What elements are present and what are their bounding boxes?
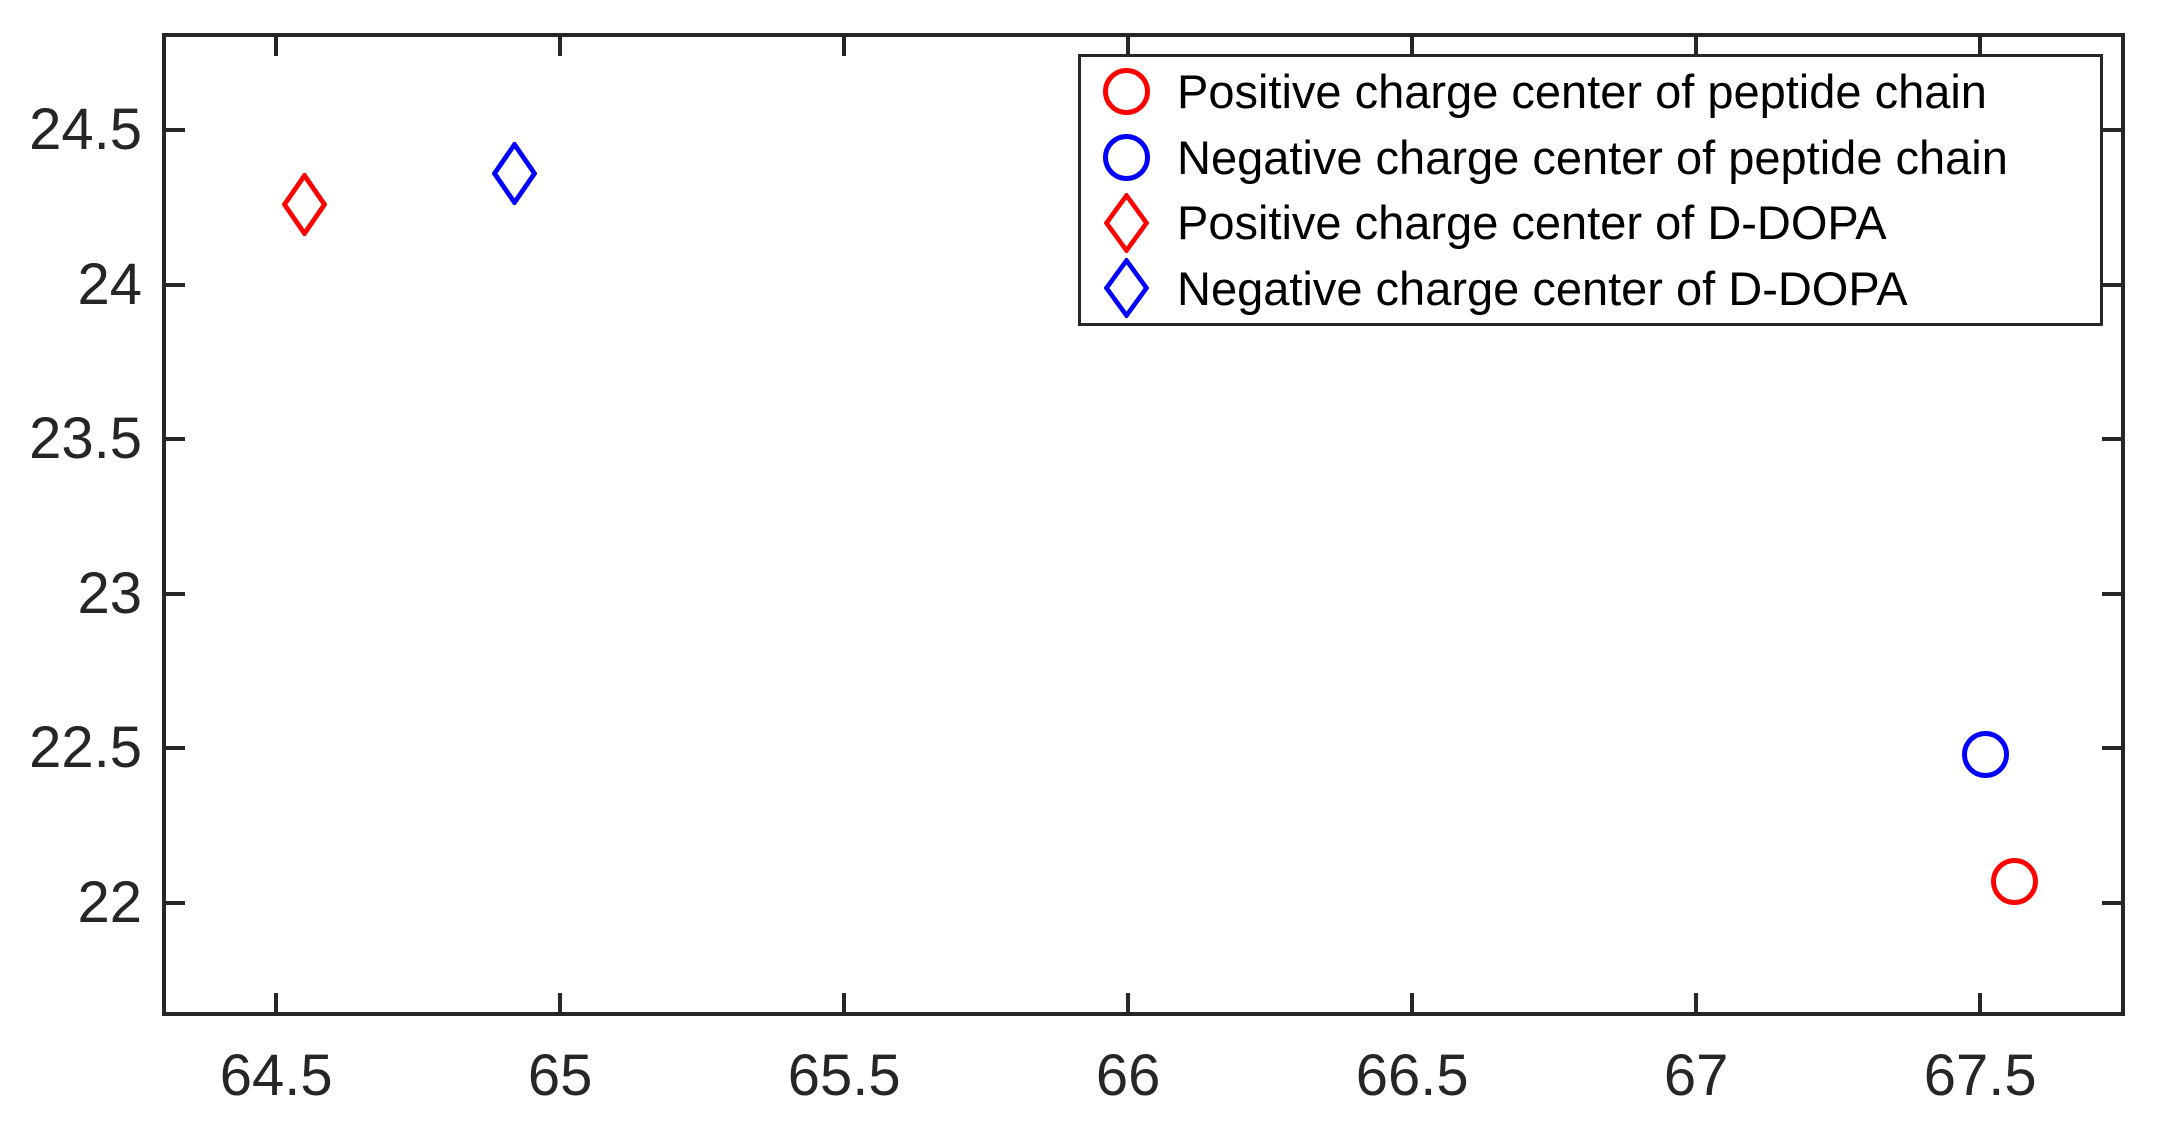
blue-diamond-marker-icon	[1103, 258, 1149, 319]
marker-positive-charge-center-of-peptide-chain	[1990, 857, 2038, 905]
marker-negative-charge-center-of-peptide-chain	[1962, 730, 2010, 778]
y-tick-right	[2102, 437, 2121, 442]
x-tick-label: 67.5	[1923, 1043, 2037, 1108]
legend-item: Negative charge center of D-DOPA	[1081, 256, 2100, 322]
x-tick	[842, 993, 847, 1012]
x-tick-top	[274, 37, 279, 56]
x-tick-label: 65	[527, 1043, 593, 1108]
legend-item: Positive charge center of D-DOPA	[1081, 190, 2100, 256]
legend: Positive charge center of peptide chain …	[1078, 54, 2103, 326]
y-tick-label: 23.5	[29, 406, 142, 472]
y-tick-label: 22	[77, 869, 142, 935]
y-tick-label: 23	[77, 560, 142, 626]
y-tick	[166, 591, 185, 596]
y-tick-label: 24.5	[29, 97, 142, 163]
x-tick-label: 66	[1095, 1043, 1161, 1108]
red-diamond-marker-icon	[1103, 192, 1149, 253]
legend-item: Negative charge center of peptide chain	[1081, 125, 2100, 191]
x-tick-label: 64.5	[219, 1043, 333, 1108]
y-tick-right	[2102, 900, 2121, 905]
legend-marker-cell	[1081, 68, 1171, 116]
x-tick	[1410, 993, 1415, 1012]
x-tick-top	[1694, 37, 1699, 56]
y-tick-label: 22.5	[29, 715, 142, 781]
legend-marker-cell	[1081, 258, 1171, 319]
marker-negative-charge-center-of-d-dopa	[491, 140, 538, 210]
x-tick-top	[1126, 37, 1131, 56]
x-tick	[274, 993, 279, 1012]
x-tick-top	[1978, 37, 1983, 56]
legend-marker-cell	[1081, 192, 1171, 253]
legend-label: Negative charge center of D-DOPA	[1177, 261, 1908, 315]
y-tick	[166, 437, 185, 442]
x-tick	[558, 993, 563, 1012]
x-tick-label: 67	[1663, 1043, 1729, 1108]
x-tick	[1126, 993, 1131, 1012]
y-tick-right	[2102, 128, 2121, 133]
blue-circle-marker-icon	[1102, 133, 1150, 181]
y-tick	[166, 282, 185, 287]
legend-label: Negative charge center of peptide chain	[1177, 130, 2008, 184]
x-tick	[1978, 993, 1983, 1012]
legend-marker-cell	[1081, 133, 1171, 181]
x-tick	[1694, 993, 1699, 1012]
plot-area	[162, 33, 2125, 1016]
x-tick-top	[558, 37, 563, 56]
y-tick-right	[2102, 282, 2121, 287]
legend-label: Positive charge center of peptide chain	[1177, 65, 1987, 119]
y-tick-label: 24	[77, 251, 142, 317]
legend-item: Positive charge center of peptide chain	[1081, 59, 2100, 125]
legend-label: Positive charge center of D-DOPA	[1177, 196, 1887, 250]
y-tick	[166, 128, 185, 133]
x-tick-label: 65.5	[787, 1043, 901, 1108]
red-circle-marker-icon	[1102, 68, 1150, 116]
y-tick	[166, 746, 185, 751]
y-tick-right	[2102, 591, 2121, 596]
marker-positive-charge-center-of-d-dopa	[281, 171, 328, 241]
x-tick-label: 66.5	[1355, 1043, 1469, 1108]
x-tick-top	[842, 37, 847, 56]
x-tick-top	[1410, 37, 1415, 56]
y-tick	[166, 900, 185, 905]
y-tick-right	[2102, 746, 2121, 751]
